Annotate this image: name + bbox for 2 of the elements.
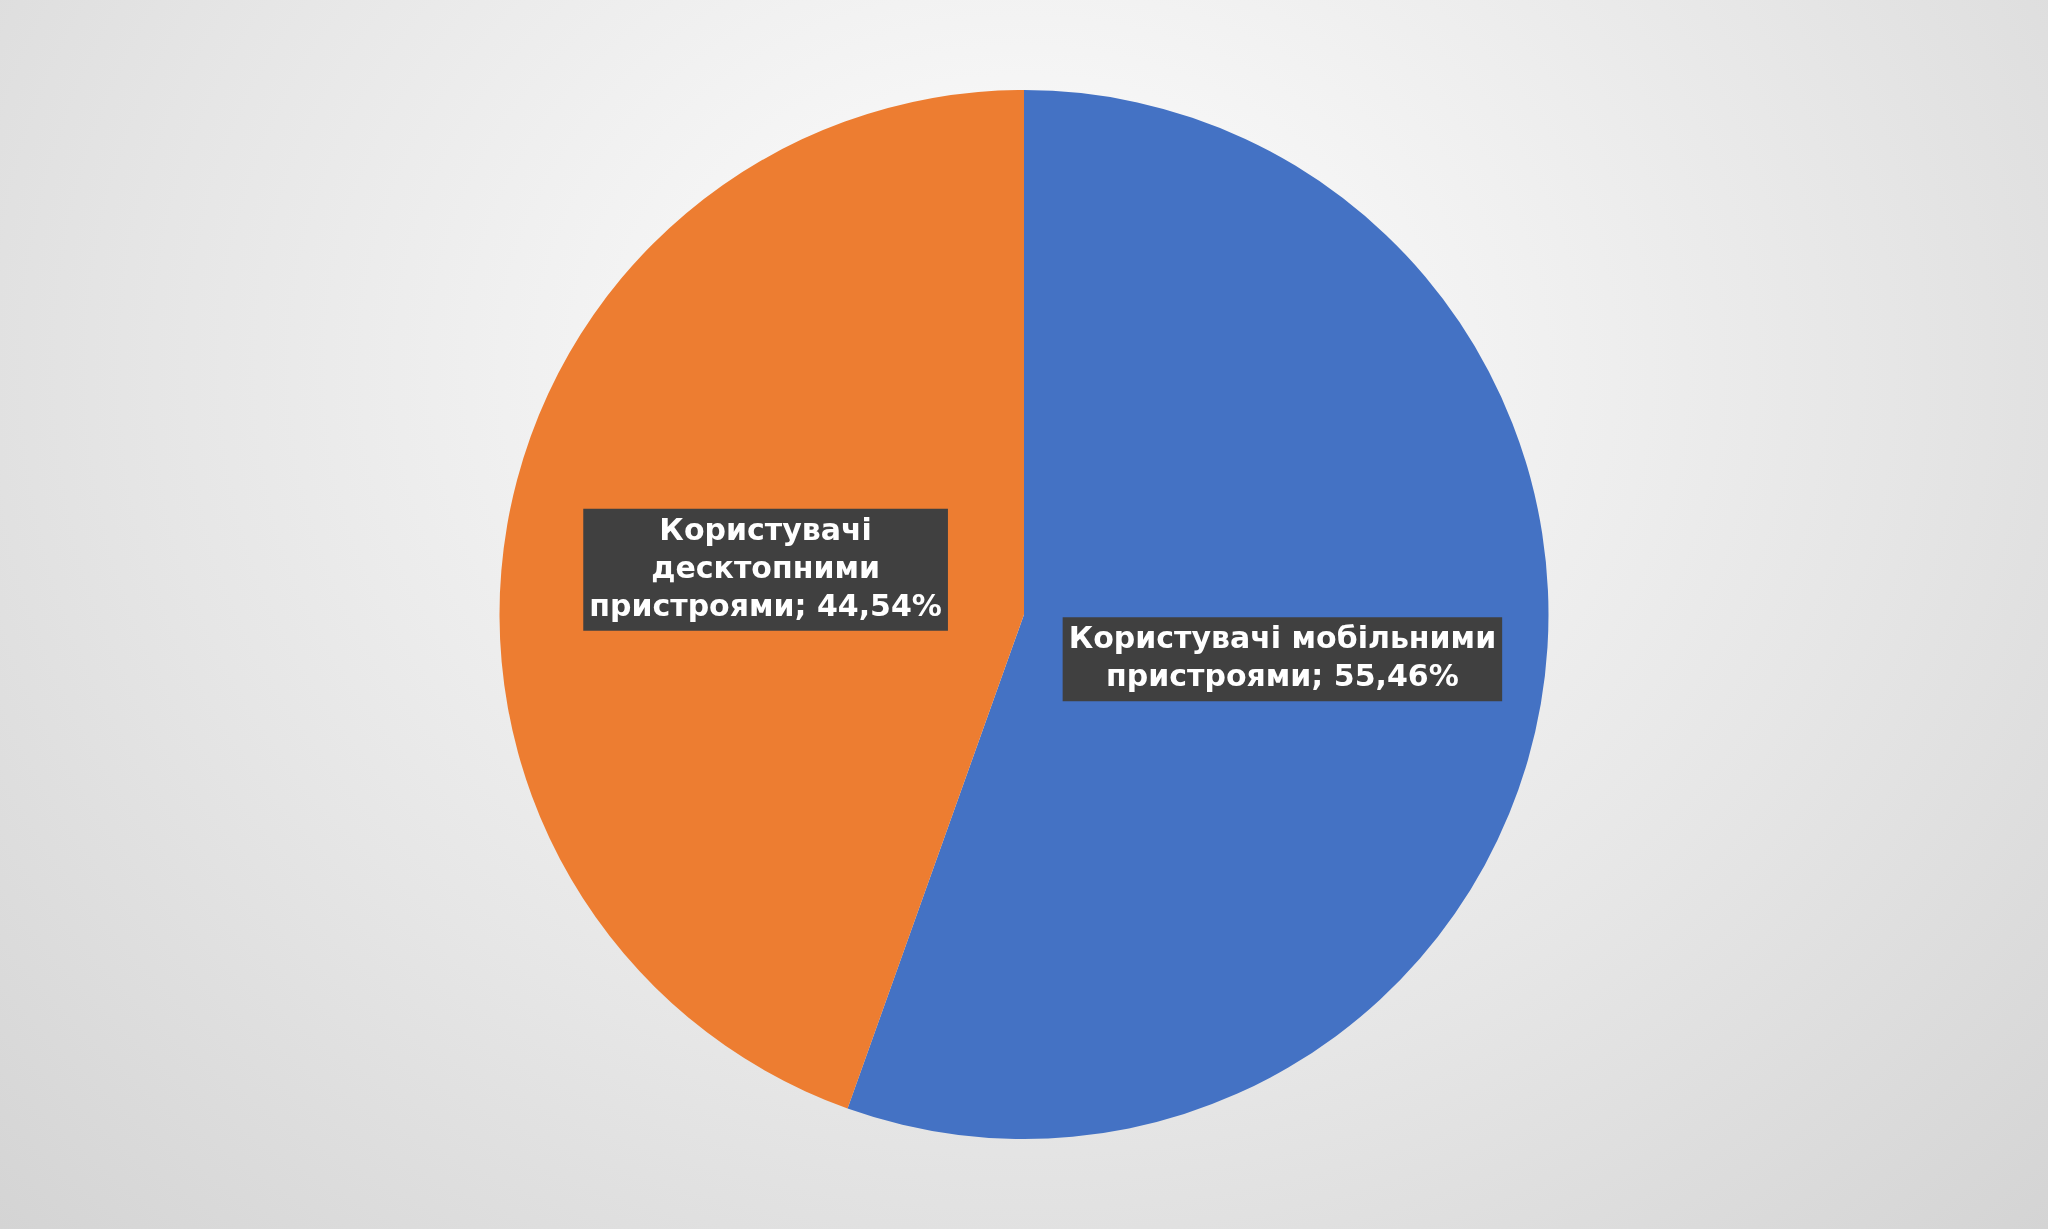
slice-label: Користувачі мобільними пристроями; 55,46% [1068,620,1497,694]
slice-label: Користувачі десктопними пристроями; 44,54% [589,511,942,623]
